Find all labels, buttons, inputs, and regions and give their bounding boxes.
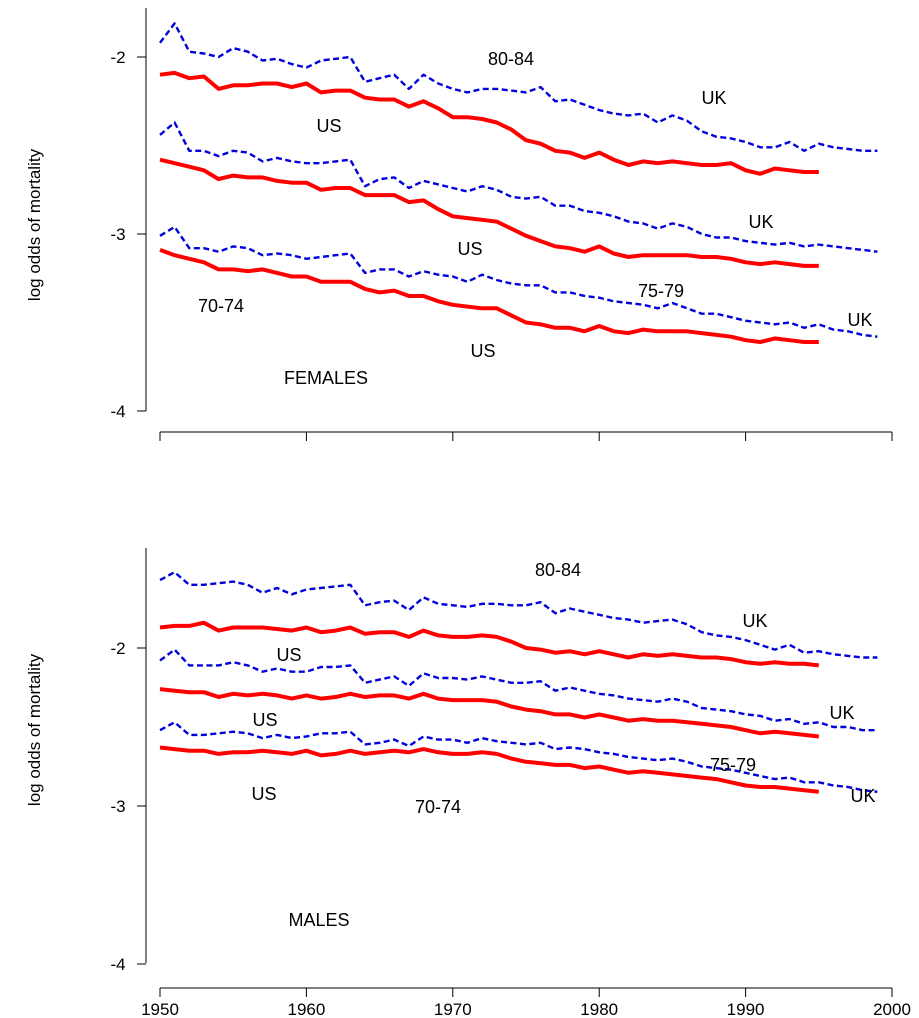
males-x-tick-label: 2000 — [873, 1000, 911, 1018]
females-annotation: US — [316, 116, 341, 136]
females-annotation: UK — [847, 310, 872, 330]
females-us-70-74-line — [159, 248, 819, 344]
males-annotation: US — [276, 645, 301, 665]
males-y-axis-label: log odds of mortality — [25, 653, 44, 806]
females-uk-80-84-line — [159, 22, 878, 153]
females-us-75-79-line — [159, 157, 819, 268]
males-x-tick-label: 1950 — [141, 1000, 179, 1018]
males-annotation: UK — [829, 703, 854, 723]
females-annotation: US — [470, 341, 495, 361]
males-x-tick-label: 1990 — [727, 1000, 765, 1018]
males-annotation: US — [251, 784, 276, 804]
males-y-tick-label: -2 — [110, 639, 125, 658]
males-x-tick-label: 1970 — [434, 1000, 472, 1018]
females-uk-75-79-line — [159, 121, 878, 253]
females-uk-70-74-line — [159, 225, 878, 338]
females-annotation: 80-84 — [488, 49, 534, 69]
males-annotation: UK — [850, 786, 875, 806]
females-y-tick-label: -4 — [110, 402, 125, 421]
males-annotation: UK — [742, 611, 767, 631]
males-annotation: 70-74 — [415, 797, 461, 817]
females-y-tick-label: -2 — [110, 48, 125, 67]
females-panel: -2 -3 -4 log odds of mortality 80-84 UK US UK US… — [25, 8, 893, 441]
males-annotation: 75-79 — [710, 755, 756, 775]
females-annotation: US — [457, 239, 482, 259]
males-y-tick-label: -4 — [110, 955, 125, 974]
males-us-75-79-line — [159, 687, 820, 739]
females-y-tick-label: -3 — [110, 225, 125, 244]
females-annotation: 75-79 — [638, 281, 684, 301]
males-uk-70-74-line — [159, 721, 878, 793]
females-annotation: UK — [748, 212, 773, 232]
males-uk-75-79-line — [159, 648, 878, 732]
males-us-80-84-line — [159, 620, 820, 668]
females-annotation: FEMALES — [284, 368, 368, 388]
females-y-axis-label: log odds of mortality — [25, 148, 44, 301]
males-x-tick-label: 1960 — [287, 1000, 325, 1018]
males-annotation: MALES — [288, 910, 349, 930]
males-x-tick-label: 1980 — [580, 1000, 618, 1018]
males-us-70-74-line — [159, 745, 820, 794]
females-annotation: UK — [701, 88, 726, 108]
males-y-tick-label: -3 — [110, 797, 125, 816]
males-panel: -2 -3 -4 1950 1960 1970 1980 1990 2000 log odds o… — [25, 548, 911, 1018]
males-annotation: US — [252, 710, 277, 730]
females-us-80-84-line — [159, 70, 819, 176]
males-annotation: 80-84 — [535, 560, 581, 580]
males-uk-80-84-line — [159, 571, 878, 659]
females-annotation: 70-74 — [198, 296, 244, 316]
